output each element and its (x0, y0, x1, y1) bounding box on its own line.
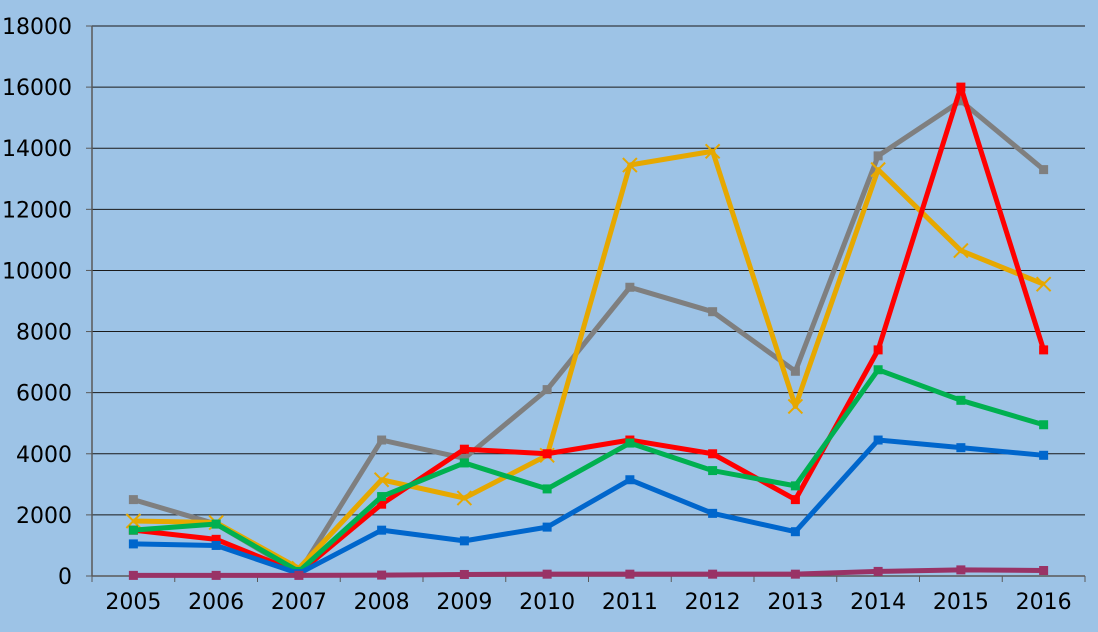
y-tick-label: 0 (58, 565, 72, 590)
data-point (1039, 420, 1049, 430)
data-point (708, 466, 718, 476)
data-point (790, 366, 800, 376)
series-4 (128, 435, 1049, 579)
data-point (787, 398, 804, 415)
data-point (125, 513, 142, 529)
data-point (956, 82, 966, 92)
x-tick-label: 2006 (188, 590, 244, 615)
data-point (873, 435, 883, 445)
data-point (542, 569, 552, 579)
data-point (956, 395, 966, 405)
data-point (956, 443, 966, 453)
x-tick-label: 2013 (767, 590, 823, 615)
y-axis-tick-labels: 0 2000 4000 6000 8000 10000 12000 14000 16000 180… (2, 15, 72, 590)
x-tick-label: 2012 (685, 590, 741, 615)
x-tick-label: 2008 (354, 590, 410, 615)
y-tick-label: 10000 (2, 259, 72, 284)
data-point (542, 449, 552, 459)
data-point (128, 570, 138, 580)
data-point (708, 569, 718, 579)
data-point (1035, 276, 1052, 292)
series-5 (128, 565, 1049, 580)
series-line (133, 567, 1044, 578)
data-point (377, 525, 387, 535)
x-tick-label: 2005 (105, 590, 161, 615)
data-point (377, 492, 387, 502)
data-point (625, 569, 635, 579)
data-point (1039, 165, 1049, 175)
y-tick-label: 18000 (2, 15, 72, 40)
data-point (873, 151, 883, 161)
y-tick-label: 14000 (2, 137, 72, 162)
y-tick-label: 16000 (2, 76, 72, 101)
data-point (790, 495, 800, 505)
data-point (790, 527, 800, 537)
data-point (459, 458, 469, 468)
data-point (622, 157, 638, 173)
data-point (459, 444, 469, 454)
data-point (542, 385, 552, 395)
data-point (790, 481, 800, 491)
data-point (625, 475, 635, 485)
x-tick-label: 2016 (1016, 590, 1072, 615)
data-point (542, 522, 552, 532)
data-point (873, 365, 883, 375)
x-tick-label: 2014 (850, 590, 906, 615)
data-point (542, 484, 552, 494)
data-point (459, 569, 469, 579)
data-point (377, 435, 387, 445)
data-point (956, 565, 966, 575)
data-point (377, 499, 387, 509)
y-tick-label: 2000 (16, 504, 72, 529)
x-tick-label: 2015 (933, 590, 989, 615)
x-tick-label: 2009 (436, 590, 492, 615)
data-point (377, 570, 387, 580)
x-tick-label: 2007 (271, 590, 327, 615)
data-point (625, 282, 635, 292)
series-3 (128, 365, 1049, 576)
series-line (133, 84, 1047, 576)
series-line (133, 437, 1044, 577)
data-point (625, 438, 635, 448)
data-point (870, 161, 886, 178)
data-point (459, 453, 469, 463)
data-point (873, 566, 883, 576)
data-point (1039, 566, 1049, 575)
data-point (459, 536, 469, 546)
gridlines (92, 25, 1085, 516)
axes (86, 25, 1086, 582)
data-point (211, 519, 221, 529)
data-point (211, 540, 221, 550)
data-point (953, 242, 969, 259)
y-tick-label: 8000 (16, 321, 72, 346)
x-tick-label: 2010 (519, 590, 575, 615)
data-point (128, 525, 138, 535)
data-point (456, 490, 473, 506)
data-point (294, 570, 304, 580)
data-point (956, 96, 966, 106)
data-point (790, 569, 800, 579)
data-point (708, 449, 718, 459)
data-point (708, 307, 718, 317)
data-point (1039, 450, 1049, 460)
x-tick-label: 2011 (602, 590, 658, 615)
y-tick-label: 6000 (16, 382, 72, 407)
data-point (211, 534, 221, 544)
data-point (128, 539, 138, 549)
data-point (1039, 345, 1049, 355)
series-line (133, 367, 1045, 574)
data-point (704, 143, 721, 159)
data-point (128, 495, 138, 505)
data-point (373, 472, 390, 488)
data-point (708, 508, 718, 518)
series-group (125, 82, 1052, 580)
data-point (211, 570, 221, 580)
x-axis-tick-labels: 2005 2006 2007 2008 2009 2010 2011 2012 2013 2014… (105, 590, 1071, 615)
y-tick-label: 12000 (2, 198, 72, 223)
y-tick-label: 4000 (16, 443, 72, 468)
data-point (873, 345, 883, 355)
